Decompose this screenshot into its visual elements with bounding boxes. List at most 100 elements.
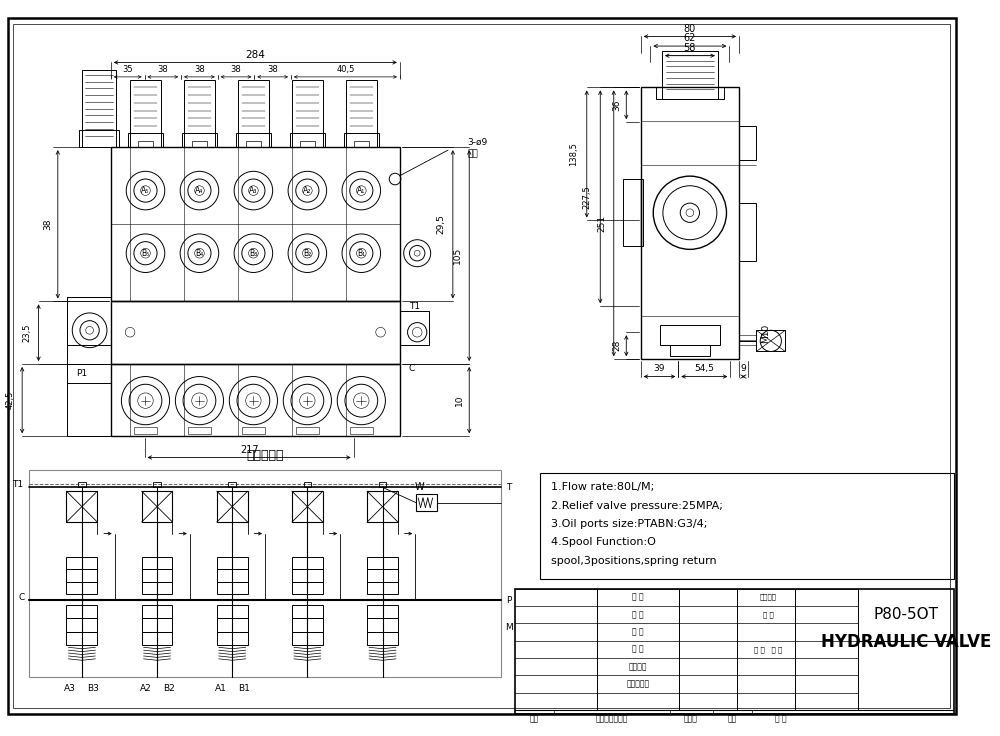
- Bar: [292, 632, 323, 645]
- Bar: [367, 605, 398, 618]
- Text: 更改内容或依据: 更改内容或依据: [596, 714, 628, 723]
- Text: 284: 284: [245, 50, 265, 60]
- Text: 28: 28: [612, 340, 621, 351]
- Text: A₄: A₄: [195, 186, 204, 195]
- Bar: [739, 126, 756, 160]
- Bar: [367, 556, 398, 569]
- Text: 23,5: 23,5: [22, 323, 31, 342]
- Text: 更改人: 更改人: [684, 714, 698, 723]
- Text: 3-ø9: 3-ø9: [467, 138, 488, 147]
- Bar: [66, 605, 97, 618]
- Text: 工艺检查: 工艺检查: [629, 662, 647, 671]
- Bar: [217, 605, 248, 618]
- Text: 58: 58: [684, 43, 696, 53]
- Bar: [142, 605, 172, 618]
- Bar: [78, 481, 86, 487]
- Text: 105: 105: [453, 247, 462, 264]
- Bar: [217, 569, 248, 581]
- Bar: [142, 618, 172, 632]
- Bar: [756, 330, 785, 352]
- Text: 138,5: 138,5: [569, 142, 578, 166]
- Text: 39: 39: [654, 364, 665, 373]
- Bar: [217, 556, 248, 569]
- Bar: [67, 297, 111, 383]
- Bar: [739, 203, 756, 261]
- Text: T: T: [506, 483, 511, 492]
- Text: P80-5OT: P80-5OT: [873, 607, 938, 622]
- Bar: [367, 581, 398, 594]
- Bar: [217, 581, 248, 594]
- Bar: [67, 297, 111, 344]
- Bar: [292, 618, 323, 632]
- Bar: [217, 491, 248, 522]
- Bar: [153, 481, 161, 487]
- Bar: [130, 79, 161, 147]
- Text: 227,5: 227,5: [582, 185, 591, 209]
- Text: 40,5: 40,5: [336, 65, 355, 74]
- Text: C: C: [18, 592, 24, 602]
- Text: 1.Flow rate:80L/M;: 1.Flow rate:80L/M;: [551, 482, 654, 492]
- Bar: [128, 132, 163, 147]
- Bar: [66, 556, 97, 569]
- Text: 液压原理图: 液压原理图: [246, 449, 284, 462]
- Bar: [344, 132, 379, 147]
- Bar: [79, 130, 119, 147]
- Text: 38: 38: [194, 65, 205, 74]
- Bar: [236, 132, 271, 147]
- Text: 54,5: 54,5: [694, 364, 714, 373]
- Bar: [515, 589, 954, 714]
- Text: B₄: B₄: [195, 249, 204, 258]
- Bar: [350, 427, 373, 434]
- Text: M10: M10: [761, 324, 770, 343]
- Bar: [416, 494, 437, 512]
- Bar: [367, 632, 398, 645]
- Bar: [367, 491, 398, 522]
- Text: 42,5: 42,5: [6, 391, 15, 409]
- Text: B3: B3: [88, 684, 99, 693]
- Bar: [367, 618, 398, 632]
- Bar: [29, 470, 501, 677]
- Text: A₁: A₁: [357, 186, 365, 195]
- Bar: [290, 132, 325, 147]
- Bar: [188, 427, 211, 434]
- Text: B₁: B₁: [357, 249, 365, 258]
- Text: P: P: [506, 595, 511, 604]
- Text: A2: A2: [140, 684, 151, 693]
- Bar: [134, 427, 157, 434]
- Text: spool,3positions,spring return: spool,3positions,spring return: [551, 556, 717, 565]
- Text: T1: T1: [12, 480, 23, 489]
- Text: A₂: A₂: [303, 186, 312, 195]
- Bar: [662, 51, 718, 99]
- Bar: [192, 141, 207, 147]
- Bar: [292, 556, 323, 569]
- Text: 制 图: 制 图: [632, 610, 644, 619]
- Bar: [292, 491, 323, 522]
- Text: 标准化检查: 标准化检查: [626, 679, 649, 688]
- Bar: [142, 556, 172, 569]
- Text: 38: 38: [267, 65, 278, 74]
- Text: 36: 36: [612, 99, 621, 110]
- Bar: [292, 79, 323, 147]
- Bar: [142, 569, 172, 581]
- Text: 共 集   第 集: 共 集 第 集: [754, 646, 782, 653]
- Text: 62: 62: [684, 33, 696, 43]
- Text: W: W: [414, 482, 424, 492]
- Bar: [182, 132, 217, 147]
- Text: A₅: A₅: [141, 186, 150, 195]
- Text: 描 图: 描 图: [632, 627, 644, 637]
- Text: C: C: [408, 364, 415, 373]
- Bar: [346, 79, 377, 147]
- Bar: [142, 632, 172, 645]
- Text: 校 对: 校 对: [632, 645, 644, 654]
- Text: A₃: A₃: [249, 186, 258, 195]
- Bar: [111, 147, 400, 301]
- Bar: [66, 618, 97, 632]
- Text: 通孔: 通孔: [467, 149, 478, 158]
- Text: 4.Spool Function:O: 4.Spool Function:O: [551, 537, 656, 548]
- Bar: [367, 569, 398, 581]
- Text: 标记: 标记: [530, 714, 539, 723]
- Bar: [67, 364, 111, 436]
- Bar: [660, 325, 720, 344]
- Text: 38: 38: [44, 219, 53, 230]
- Bar: [656, 88, 724, 99]
